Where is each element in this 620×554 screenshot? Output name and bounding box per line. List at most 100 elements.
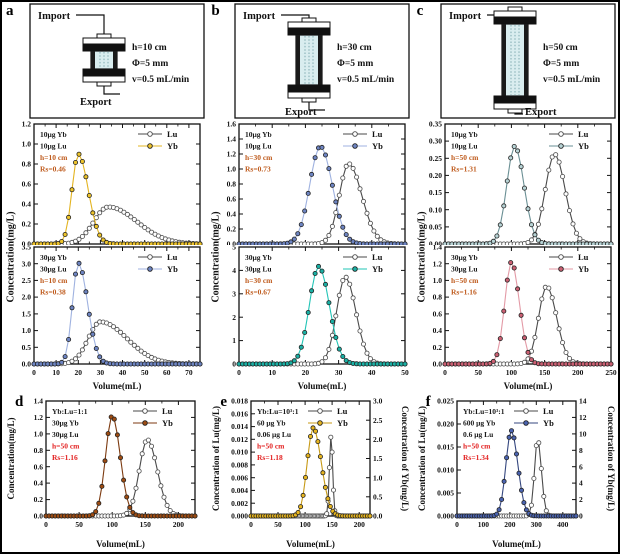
- svg-text:200: 200: [354, 520, 366, 529]
- svg-text:0.6: 0.6: [34, 462, 44, 471]
- svg-text:70: 70: [185, 368, 193, 377]
- svg-text:0.4: 0.4: [227, 210, 237, 219]
- svg-text:1.2: 1.2: [432, 259, 442, 268]
- svg-text:1.6: 1.6: [227, 120, 237, 129]
- svg-text:Lu: Lu: [167, 252, 178, 262]
- svg-text:1.0: 1.0: [22, 326, 32, 335]
- column-spec: h=30 cm: [337, 43, 372, 53]
- svg-text:0.0: 0.0: [432, 360, 442, 369]
- legend: Lu Yb: [138, 252, 178, 274]
- svg-text:Rs=0.73: Rs=0.73: [245, 165, 271, 174]
- svg-text:h=50 cm: h=50 cm: [257, 442, 285, 451]
- svg-text:Rs=1.18: Rs=1.18: [257, 453, 283, 462]
- column-spec: Φ=5 mm: [132, 59, 168, 69]
- annotations: Yb:Lu=10³:1 600 μg Yb 0.6 μg Lu h=50 cm Rs=1…: [463, 407, 505, 462]
- svg-text:Rs=1.16: Rs=1.16: [52, 453, 78, 462]
- svg-text:1.0: 1.0: [373, 473, 383, 482]
- column-spec: h=10 cm: [132, 43, 167, 53]
- svg-text:10μg Yb: 10μg Yb: [451, 130, 478, 139]
- svg-text:100: 100: [300, 520, 312, 529]
- annotations: 10μg Yb 10μg Lu h=50 cm Rs=1.31: [451, 130, 479, 174]
- svg-text:Rs=0.38: Rs=0.38: [40, 288, 66, 297]
- svg-text:0.004: 0.004: [231, 486, 248, 495]
- annotations: 30μg Yb 30μg Lu h=10 cm Rs=0.38: [40, 253, 68, 297]
- svg-text:30: 30: [97, 368, 105, 377]
- svg-text:0: 0: [32, 368, 36, 377]
- x-axis-label: Volume(mL): [298, 381, 347, 391]
- svg-text:30: 30: [335, 368, 343, 377]
- svg-text:0.30: 0.30: [429, 137, 442, 146]
- svg-text:30μg Yb: 30μg Yb: [245, 253, 272, 262]
- svg-text:200: 200: [504, 520, 516, 529]
- svg-text:0.5: 0.5: [22, 343, 32, 352]
- column-spec: v=0.5 mL/min: [337, 75, 395, 85]
- panel-a-y-axis-label: Concentration(mg/L): [5, 211, 17, 303]
- svg-text:Lu: Lu: [372, 252, 383, 262]
- svg-text:1.5: 1.5: [373, 454, 383, 463]
- svg-text:30μg Yb: 30μg Yb: [52, 419, 79, 428]
- svg-text:300: 300: [530, 520, 542, 529]
- series-Yb: [31, 151, 203, 245]
- svg-text:1.4: 1.4: [432, 245, 442, 252]
- svg-text:10μg Lu: 10μg Lu: [451, 142, 478, 151]
- svg-text:0.012: 0.012: [231, 435, 248, 444]
- svg-text:Yb:Lu=10³:1: Yb:Lu=10³:1: [463, 407, 505, 416]
- plot-frame: 0 10 20 30 40 50 60 70 0.0 0.5 1.0 1.5 2.0 2.5 3.0 3.5: [22, 245, 201, 377]
- svg-text:0.0: 0.0: [227, 240, 237, 245]
- column-diagram: Import Export h=50 cm Φ=5 mm v=0.5 mL/min: [440, 3, 616, 119]
- panel-c-chart-30ug: 0 50 100 150 200 250 0.0 0.2 0.4 0.6 0.8 1.0 1.2 1.4 L…: [432, 245, 617, 391]
- svg-text:Yb: Yb: [337, 418, 348, 428]
- svg-text:200: 200: [173, 520, 185, 529]
- svg-text:1.4: 1.4: [34, 397, 44, 406]
- svg-text:0.000: 0.000: [437, 512, 454, 521]
- legend: Lu Yb: [138, 129, 178, 151]
- panel-b-y-axis-label: Concentration(mg/L): [210, 211, 222, 303]
- plot-frame: 0.0 0.2 0.4 0.6 0.8 1.0 1.2 1.4 1.6: [227, 120, 406, 245]
- panel-e-chart: 0 50 100 150 200 0.000 0.002 0.004 0.006 0.008 0.0…: [211, 397, 410, 549]
- svg-text:Lu: Lu: [578, 252, 589, 262]
- svg-text:2: 2: [233, 313, 237, 322]
- svg-text:Lu: Lu: [337, 406, 348, 416]
- svg-text:6: 6: [579, 462, 583, 471]
- panel-b-column-diagram: Import Export h=30 cm Φ=5 mm v=0.5 mL/min: [234, 3, 410, 119]
- panel-f: f 0 100 200 300 400 0.000 0.005 0.010 0.015 0.020…: [413, 394, 618, 552]
- y-axis-label-right: Concentration of Yb(mg/L): [606, 406, 616, 511]
- svg-text:30μg Lu: 30μg Lu: [52, 430, 79, 439]
- legend: Lu Yb: [308, 406, 348, 428]
- svg-text:Yb: Yb: [372, 264, 383, 274]
- svg-text:8: 8: [579, 446, 583, 455]
- svg-text:1.2: 1.2: [227, 150, 237, 159]
- svg-text:0.0: 0.0: [22, 240, 32, 245]
- y-axis-label: Concentration of Lu(mg/L): [417, 406, 427, 511]
- panel-b-chart-30ug: 0 10 20 30 40 50 0 1 2 3 4 5 Lu Yb 30μg Yb 30μg Lu h=30 …: [233, 245, 410, 391]
- svg-text:0.018: 0.018: [231, 397, 248, 406]
- column-spec: v=0.5 mL/min: [132, 75, 190, 85]
- plot-frame: 0.00 0.05 0.10 0.15 0.20 0.25 0.30 0.35: [429, 120, 612, 245]
- svg-text:Yb: Yb: [578, 141, 589, 151]
- svg-text:12: 12: [579, 413, 587, 422]
- svg-text:5: 5: [233, 245, 237, 252]
- annotations: 30μg Yb 30μg Lu h=30 cm Rs=0.67: [245, 253, 273, 297]
- svg-text:60: 60: [163, 368, 171, 377]
- y-axis-label: Concentration of Lu(mg/L): [211, 406, 221, 511]
- svg-text:250: 250: [605, 368, 617, 377]
- svg-text:0.025: 0.025: [437, 397, 454, 406]
- panel-d: d 0 50 100 150 200 0.0 0.2 0.4 0.6 0.8 1.0 1.2 1.4 Lu…: [2, 394, 207, 552]
- panel-a-chart-30ug: 0 10 20 30 40 50 60 70 0.0 0.5 1.0 1.5 2.0 2.5 3.0 3.5 L…: [22, 245, 203, 391]
- panel-e: e 0 50 100 150 200 0.000 0.002 0.004 0.006 0.008 0…: [207, 394, 412, 552]
- svg-text:0.4: 0.4: [34, 479, 44, 488]
- svg-text:0.15: 0.15: [429, 188, 442, 197]
- svg-text:h=50 cm: h=50 cm: [52, 442, 80, 451]
- svg-text:0.000: 0.000: [231, 512, 248, 521]
- svg-text:0.010: 0.010: [437, 466, 454, 475]
- svg-text:0.10: 0.10: [429, 205, 442, 214]
- svg-text:1.0: 1.0: [432, 276, 442, 285]
- svg-text:h=50 cm: h=50 cm: [451, 153, 479, 162]
- svg-text:4: 4: [579, 479, 583, 488]
- svg-text:50: 50: [75, 520, 83, 529]
- x-axis-label: Volume(mL): [492, 539, 541, 549]
- series-Yb: [31, 260, 203, 367]
- svg-text:3: 3: [233, 289, 237, 298]
- svg-text:0.05: 0.05: [429, 223, 442, 232]
- svg-text:Rs=0.67: Rs=0.67: [245, 288, 271, 297]
